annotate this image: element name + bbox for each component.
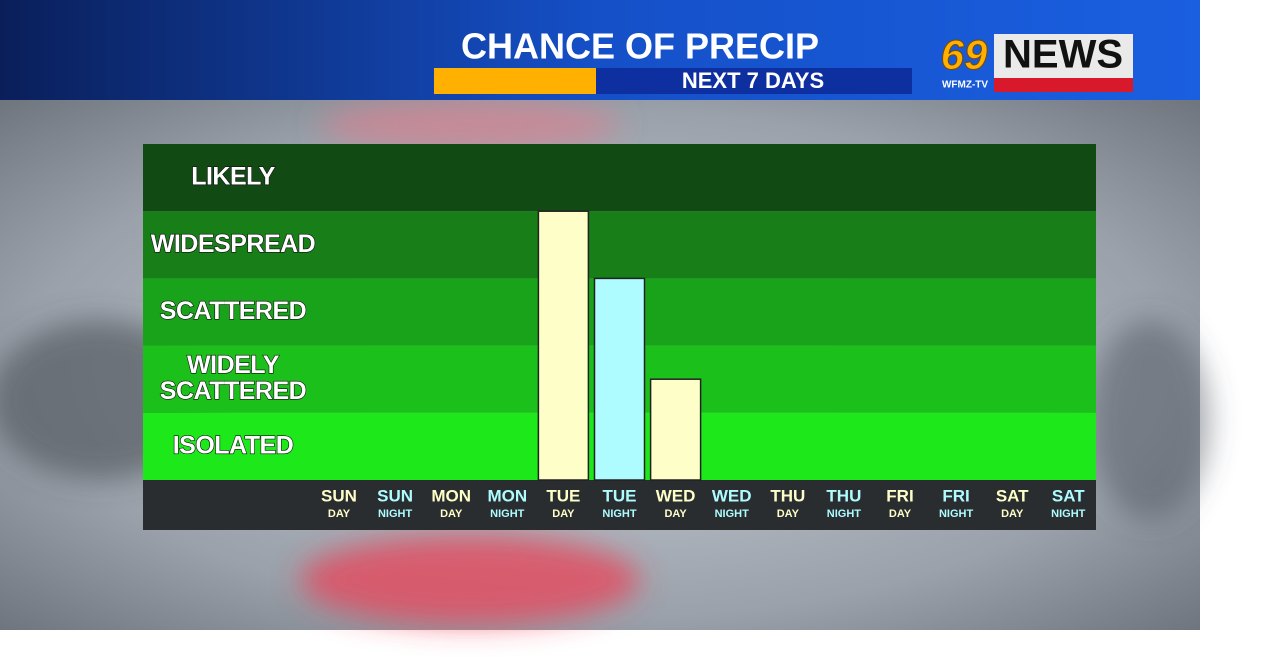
y-tick-label: LIKELY <box>191 162 275 190</box>
logo-number: 69 <box>941 31 988 78</box>
x-tick-sublabel: DAY <box>1001 508 1024 520</box>
x-tick-sublabel: DAY <box>889 508 912 520</box>
y-tick-label: ISOLATED <box>173 431 294 459</box>
bar <box>649 378 702 481</box>
x-tick-label: MON <box>487 486 527 505</box>
y-tick-label: SCATTERED <box>160 297 306 325</box>
logo-name: NEWS <box>1003 33 1123 77</box>
x-tick-sublabel: NIGHT <box>939 508 974 520</box>
x-tick-sublabel: NIGHT <box>490 508 525 520</box>
x-tick-label: WED <box>656 486 696 505</box>
x-tick-label: SUN <box>377 486 413 505</box>
x-tick-sublabel: DAY <box>552 508 575 520</box>
x-tick-label: TUE <box>546 486 580 505</box>
y-tick-label: WIDELY SCATTERED <box>160 351 306 405</box>
x-axis-strip <box>143 480 1096 530</box>
x-tick-label: FRI <box>886 486 913 505</box>
x-tick-sublabel: NIGHT <box>378 508 413 520</box>
x-tick-sublabel: NIGHT <box>602 508 637 520</box>
x-tick-sublabel: NIGHT <box>1051 508 1086 520</box>
subtitle: NEXT 7 DAYS <box>682 68 824 93</box>
x-tick-label: FRI <box>942 486 969 505</box>
x-tick-label: SAT <box>996 486 1029 505</box>
x-tick-sublabel: DAY <box>328 508 351 520</box>
logo-stripe <box>994 78 1133 92</box>
level-band <box>143 211 1096 279</box>
x-tick-sublabel: NIGHT <box>715 508 750 520</box>
chart: ISOLATED WIDELY SCATTERED SCATTERED WIDESPRE… <box>143 144 1096 530</box>
x-tick-sublabel: DAY <box>440 508 463 520</box>
title: CHANCE OF PRECIP <box>461 26 819 67</box>
logo: 69 NEWS WFMZ-TV <box>940 31 1133 92</box>
logo-box <box>994 34 1133 78</box>
bar <box>593 277 646 481</box>
x-tick-label: WED <box>712 486 752 505</box>
x-tick-label: THU <box>770 486 805 505</box>
bar <box>537 210 590 481</box>
logo-station: WFMZ-TV <box>942 80 988 91</box>
x-tick-label: MON <box>431 486 471 505</box>
x-tick-sublabel: DAY <box>664 508 687 520</box>
x-tick-label: SAT <box>1052 486 1085 505</box>
title-accent <box>434 68 596 94</box>
level-band <box>143 144 1096 212</box>
subtitle-bar <box>596 68 912 94</box>
x-tick-sublabel: NIGHT <box>827 508 862 520</box>
x-tick-label: SUN <box>321 486 357 505</box>
x-tick-label: TUE <box>603 486 637 505</box>
x-tick-label: THU <box>826 486 861 505</box>
x-tick-sublabel: DAY <box>777 508 800 520</box>
y-tick-label: WIDESPREAD <box>151 229 315 257</box>
